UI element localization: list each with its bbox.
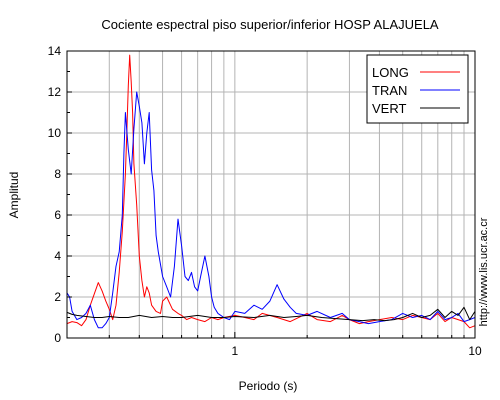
x-tick-label: 10	[468, 344, 482, 358]
series-vert-line	[66, 306, 476, 322]
chart-title: Cociente espectral piso superior/inferio…	[101, 17, 439, 32]
legend-label-tran: TRAN	[372, 83, 407, 98]
x-tick-label: 1	[232, 344, 239, 358]
y-axis-label: Amplitud	[7, 172, 21, 219]
legend: LONG TRAN VERT	[366, 54, 469, 124]
y-tick-label: 10	[48, 126, 62, 140]
series-long-line	[66, 54, 476, 329]
series-tran-line	[66, 91, 476, 329]
y-tick-label: 6	[54, 208, 61, 222]
y-tick-label: 2	[54, 290, 61, 304]
series-lines	[66, 54, 476, 329]
axis-ticks: 0 2 4 6 8 10 12 14 1 10	[48, 44, 482, 358]
side-url-label: http://www.lis.ucr.ac.cr	[478, 217, 490, 326]
y-tick-label: 0	[54, 331, 61, 345]
x-axis-label: Periodo (s)	[239, 379, 298, 393]
legend-label-long: LONG	[372, 65, 409, 80]
y-tick-label: 4	[54, 249, 61, 263]
y-tick-label: 8	[54, 167, 61, 181]
legend-box	[366, 54, 469, 124]
y-tick-label: 14	[48, 44, 62, 58]
y-tick-label: 12	[48, 85, 62, 99]
legend-label-vert: VERT	[372, 101, 406, 116]
